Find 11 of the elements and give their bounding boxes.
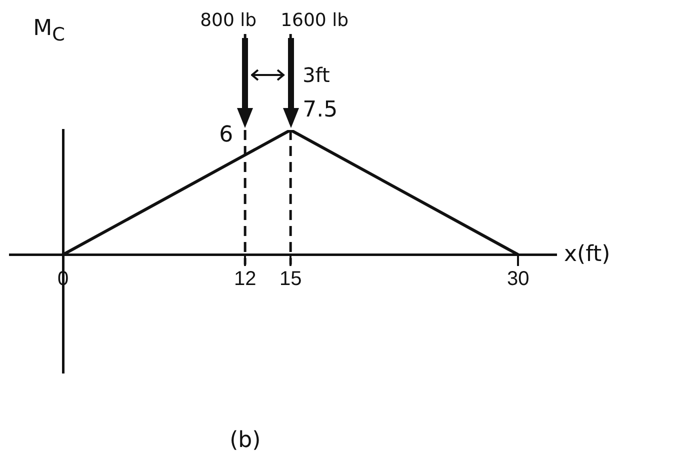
ref-line-label: 1600 lb [280, 10, 349, 30]
x-axis-title: x(ft) [564, 242, 610, 268]
y-axis-title: M$_{C}$ [33, 16, 65, 45]
ref-line-label: 800 lb [200, 10, 257, 30]
text: 3ft [302, 62, 330, 86]
x-tick-label: 12 [234, 268, 256, 290]
text: (b) [230, 428, 261, 452]
data-label: 7.5 [302, 98, 338, 123]
x-tick-label: 30 [506, 268, 530, 290]
x-tick-label: 15 [279, 268, 302, 290]
data-label: 6 [219, 122, 234, 148]
